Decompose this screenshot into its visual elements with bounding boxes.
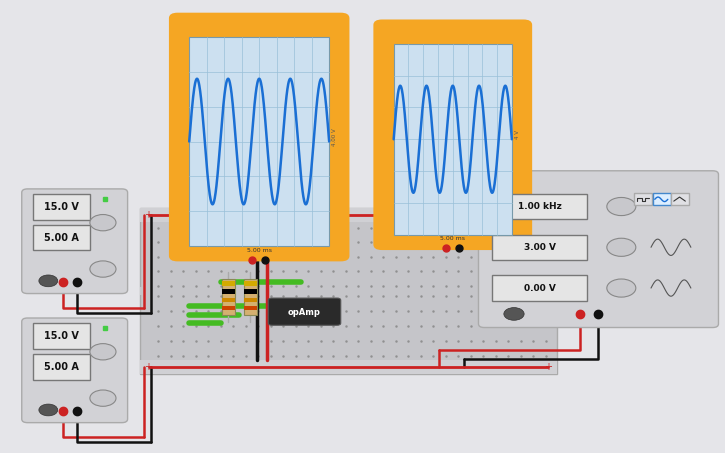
Circle shape: [90, 390, 116, 406]
Bar: [140, 287, 557, 295]
Circle shape: [90, 344, 116, 360]
Text: 1.00 kHz: 1.00 kHz: [518, 202, 561, 211]
Text: 4.00 V: 4.00 V: [332, 128, 337, 146]
FancyBboxPatch shape: [373, 19, 532, 250]
Circle shape: [39, 404, 58, 416]
Text: +: +: [544, 362, 552, 372]
Bar: [671, 193, 689, 205]
Text: 3.00 V: 3.00 V: [523, 243, 555, 252]
Text: 0.00 V: 0.00 V: [523, 284, 555, 293]
Circle shape: [607, 198, 636, 216]
Bar: [492, 235, 587, 260]
Text: 15.0 V: 15.0 V: [44, 202, 79, 212]
Bar: [222, 289, 235, 294]
Bar: [492, 275, 587, 301]
Circle shape: [90, 215, 116, 231]
Bar: [140, 208, 557, 374]
Circle shape: [504, 308, 524, 320]
Bar: [33, 323, 90, 349]
Bar: [189, 37, 329, 246]
Text: 4 V: 4 V: [515, 130, 520, 139]
Bar: [140, 208, 557, 222]
Bar: [140, 360, 557, 374]
FancyBboxPatch shape: [169, 13, 349, 261]
Bar: [394, 43, 512, 235]
Text: 15.0 V: 15.0 V: [44, 331, 79, 341]
Circle shape: [607, 279, 636, 297]
Bar: [222, 298, 235, 302]
FancyBboxPatch shape: [478, 171, 718, 328]
Bar: [244, 306, 257, 310]
FancyBboxPatch shape: [268, 298, 341, 325]
Bar: [652, 193, 671, 205]
FancyBboxPatch shape: [22, 189, 128, 294]
Bar: [634, 193, 652, 205]
Bar: [244, 279, 257, 315]
Text: 5.00 A: 5.00 A: [44, 233, 79, 243]
Bar: [222, 279, 235, 315]
Circle shape: [39, 275, 58, 287]
Bar: [492, 194, 587, 219]
Bar: [33, 194, 90, 220]
Bar: [33, 225, 90, 251]
Bar: [244, 281, 257, 286]
Bar: [244, 289, 257, 294]
Circle shape: [90, 261, 116, 277]
Text: +: +: [544, 210, 552, 220]
Bar: [33, 354, 90, 380]
Text: +: +: [144, 210, 152, 220]
Circle shape: [607, 238, 636, 256]
Text: 5.00 A: 5.00 A: [44, 362, 79, 372]
Bar: [244, 298, 257, 302]
Text: +: +: [144, 362, 152, 372]
Bar: [222, 306, 235, 310]
Bar: [222, 281, 235, 286]
Text: 5.00 ms: 5.00 ms: [247, 248, 272, 253]
FancyBboxPatch shape: [22, 318, 128, 423]
Text: 5.00 ms: 5.00 ms: [440, 236, 465, 241]
Text: opAmp: opAmp: [288, 308, 321, 317]
